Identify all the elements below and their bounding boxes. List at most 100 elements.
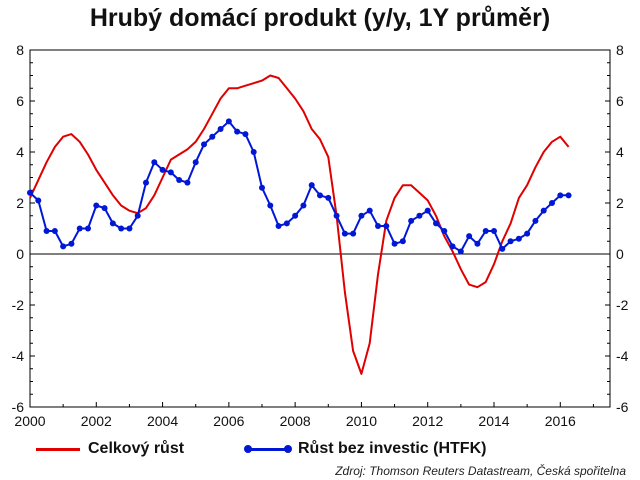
series-point bbox=[449, 243, 456, 250]
legend-item-rust-bez-investic: Růst bez investic (HTFK) bbox=[244, 440, 487, 458]
series-point bbox=[209, 133, 216, 140]
series-point bbox=[366, 207, 373, 214]
series-point bbox=[507, 238, 514, 245]
series-point bbox=[167, 169, 174, 176]
series-point bbox=[201, 141, 207, 148]
legend-marker-dot bbox=[244, 445, 252, 453]
series-point bbox=[68, 240, 75, 247]
series-point bbox=[267, 202, 274, 209]
series-point bbox=[341, 230, 348, 237]
y-tick-label-right: 2 bbox=[616, 195, 624, 211]
series-point bbox=[441, 228, 448, 235]
plot-frame bbox=[29, 49, 611, 408]
series-point bbox=[275, 222, 282, 229]
y-tick-label-right: -4 bbox=[616, 348, 629, 364]
y-tick-label-right: -2 bbox=[616, 297, 629, 313]
y-tick-label-left: 8 bbox=[16, 42, 24, 58]
series-point bbox=[93, 202, 100, 209]
y-tick-label-left: -6 bbox=[12, 399, 25, 415]
series-point bbox=[85, 225, 91, 232]
series-point bbox=[242, 131, 249, 138]
chart-title: Hrubý domácí produkt (y/y, 1Y průměr) bbox=[89, 4, 551, 32]
series-point bbox=[118, 225, 125, 232]
series-point bbox=[176, 177, 183, 184]
x-tick-label: 2016 bbox=[545, 413, 576, 429]
series-point bbox=[43, 228, 50, 235]
series-point bbox=[433, 220, 439, 227]
series-point bbox=[532, 217, 539, 224]
series-point bbox=[317, 192, 323, 199]
legend-label: Růst bez investic (HTFK) bbox=[298, 440, 487, 457]
x-tick-label: 2002 bbox=[81, 413, 112, 429]
legend-marker-dot bbox=[284, 445, 292, 453]
series-point bbox=[565, 192, 572, 199]
y-tick-label-right: 6 bbox=[616, 93, 624, 109]
series-point bbox=[308, 182, 315, 189]
series-point bbox=[250, 149, 257, 155]
series-point bbox=[358, 212, 365, 219]
series-point bbox=[524, 230, 531, 237]
plot-svg: 8 6 4 2 0 -2 -4 -6 8 6 4 2 0 -2 -4 -6 2000 2002 2004 2006… bbox=[12, 42, 629, 429]
series-point bbox=[333, 212, 340, 219]
series-point bbox=[375, 222, 381, 229]
y-tick-label-left: -4 bbox=[12, 348, 25, 364]
series-point bbox=[457, 248, 464, 255]
x-tick-label: 2014 bbox=[478, 413, 509, 429]
legend-swatch-blue-dot-line bbox=[244, 445, 292, 453]
series-point bbox=[549, 200, 555, 206]
y-axis-right: 8 6 4 2 0 -2 -4 -6 bbox=[605, 42, 629, 415]
y-tick-label-right: 4 bbox=[616, 144, 624, 160]
series-point bbox=[143, 179, 149, 186]
series-point bbox=[27, 189, 33, 196]
x-tick-label: 2006 bbox=[213, 413, 244, 429]
series-point bbox=[300, 202, 307, 209]
series-point bbox=[60, 243, 67, 250]
legend-label: Celkový růst bbox=[88, 440, 185, 457]
series-point bbox=[416, 212, 423, 219]
y-tick-label-right: -6 bbox=[616, 399, 629, 415]
series-point bbox=[474, 240, 481, 247]
series-point bbox=[217, 126, 224, 133]
series-point bbox=[383, 222, 390, 229]
series-point bbox=[557, 192, 564, 199]
y-tick-label-left: 4 bbox=[16, 144, 24, 160]
series-point bbox=[134, 212, 141, 219]
series-layer bbox=[27, 74, 572, 375]
x-tick-label: 2012 bbox=[412, 413, 443, 429]
series-point bbox=[424, 207, 431, 214]
series-point bbox=[391, 240, 398, 247]
series-point bbox=[192, 159, 199, 166]
y-axis-left: 8 6 4 2 0 -2 -4 -6 bbox=[12, 42, 35, 415]
legend-swatch-red-line bbox=[36, 447, 80, 451]
x-tick-label: 2010 bbox=[346, 413, 377, 429]
series-point bbox=[540, 207, 547, 214]
series-point bbox=[151, 159, 158, 166]
series-point bbox=[491, 228, 497, 235]
y-tick-label-left: -2 bbox=[12, 297, 25, 313]
series-point bbox=[225, 118, 232, 125]
x-tick-label: 2008 bbox=[280, 413, 311, 429]
series-point bbox=[159, 166, 166, 173]
legend: Celkový růst Růst bez investic (HTFK) bbox=[0, 440, 640, 464]
y-tick-label-left: 2 bbox=[16, 195, 24, 211]
series-point bbox=[126, 225, 133, 232]
series-point bbox=[399, 238, 406, 245]
series-point bbox=[35, 197, 42, 204]
series-point bbox=[292, 212, 299, 219]
series-point bbox=[76, 225, 83, 232]
series-point bbox=[408, 217, 415, 224]
series-point bbox=[101, 205, 108, 212]
series-point bbox=[51, 228, 58, 235]
x-tick-label: 2004 bbox=[147, 413, 178, 429]
series-point bbox=[499, 245, 506, 252]
series-point bbox=[283, 220, 290, 227]
y-tick-label-right: 0 bbox=[616, 246, 624, 262]
series-point bbox=[109, 220, 116, 227]
series-point bbox=[482, 228, 489, 235]
series-line-0 bbox=[29, 74, 570, 375]
x-axis: 2000 2002 2004 2006 2008 2010 2012 2014 2016 bbox=[14, 402, 594, 429]
series-point bbox=[350, 230, 357, 237]
series-point bbox=[515, 235, 522, 242]
series-point bbox=[259, 184, 265, 191]
